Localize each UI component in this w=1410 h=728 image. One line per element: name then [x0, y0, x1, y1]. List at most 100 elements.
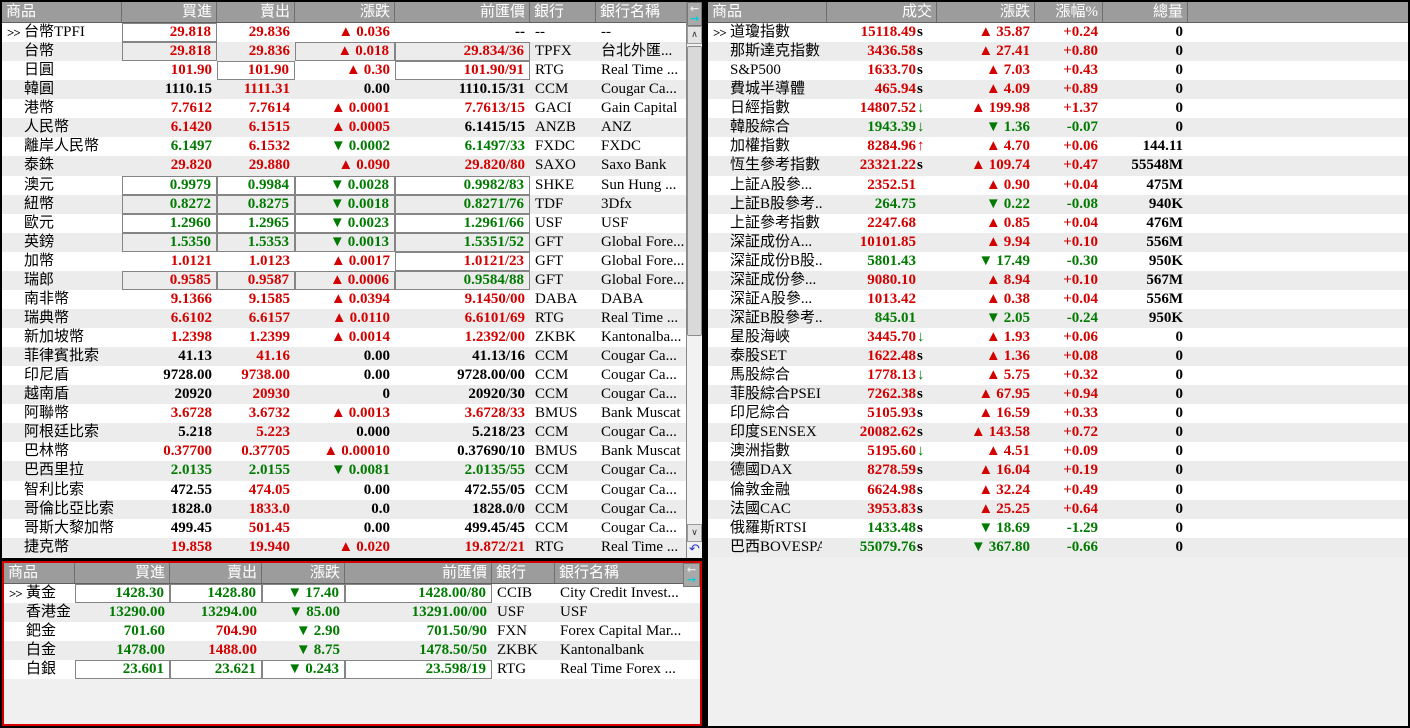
fx-bank-code-cell: CCM: [535, 481, 569, 498]
index-row[interactable]: 深証A股參... 1013.42 ▲ 0.38 +0.04 556M: [708, 289, 1408, 309]
index-row[interactable]: 澳洲指數 5195.60 ↓ ▲ 4.51 +0.09 0: [708, 442, 1408, 462]
fx-col-bank-name[interactable]: 銀行名稱: [600, 4, 661, 20]
metals-row[interactable]: 香港金 13290.00 13294.00 ▼ 85.00 13291.00/00 USF…: [4, 603, 700, 623]
scrollbar-track[interactable]: [687, 44, 702, 524]
fx-col-change[interactable]: 漲跌: [295, 2, 395, 22]
index-col-volume[interactable]: 總量: [1103, 2, 1188, 22]
index-row[interactable]: 那斯達克指數 3436.58 s ▲ 27.41 +0.80 0: [708, 42, 1408, 62]
fx-row[interactable]: 哥倫比亞比索 1828.0 1833.0 0.0 1828.0/0 CCM Cougar C…: [2, 499, 686, 519]
index-row[interactable]: 上証B股參考... 264.75 ▼ 0.22 -0.08 940K: [708, 194, 1408, 214]
metals-col-bank[interactable]: 銀行: [492, 563, 555, 583]
index-row[interactable]: 菲股綜合PSEI 7262.38 s ▲ 67.95 +0.94 0: [708, 385, 1408, 405]
fx-col-sell[interactable]: 賣出: [217, 2, 295, 22]
fx-product-cell: 紐幣: [2, 195, 122, 214]
fx-row[interactable]: 巴西里拉 2.0135 2.0155 ▼ 0.0081 2.0135/55 CCM Coug…: [2, 461, 686, 481]
index-row[interactable]: 深証成份B股... 5801.43 ▼ 17.49 -0.30 950K: [708, 251, 1408, 271]
fx-row[interactable]: 韓圓 1110.15 1111.31 0.00 1110.15/31 CCM Cougar …: [2, 80, 686, 100]
selected-row-marker: [7, 328, 24, 347]
fx-row[interactable]: 印尼盾 9728.00 9738.00 0.00 9728.00/00 CCM Cougar…: [2, 366, 686, 386]
fx-col-buy[interactable]: 買進: [122, 2, 217, 22]
fx-row[interactable]: 泰銖 29.820 29.880 ▲ 0.090 29.820/80 SAXO Saxo B…: [2, 156, 686, 176]
scrollbar-thumb[interactable]: [687, 46, 702, 336]
undo-arrow-icon[interactable]: ↶: [687, 542, 702, 558]
fx-row[interactable]: 菲律賓批索 41.13 41.16 0.00 41.13/16 CCM Cougar Ca.…: [2, 347, 686, 367]
index-col-product[interactable]: 商品: [708, 2, 827, 22]
fx-row[interactable]: 瑞典幣 6.6102 6.6157 ▲ 0.0110 6.6101/69 RTG Real …: [2, 308, 686, 328]
fx-row[interactable]: 人民幣 6.1420 6.1515 ▲ 0.0005 6.1415/15 ANZB ANZ: [2, 118, 686, 138]
index-row[interactable]: 泰股SET 1622.48 s ▲ 1.36 +0.08 0: [708, 347, 1408, 367]
settled-suffix: s: [917, 405, 923, 422]
index-row[interactable]: S&P500 1633.70 s ▲ 7.03 +0.43 0: [708, 61, 1408, 81]
index-row[interactable]: 上証A股參... 2352.51 ▲ 0.90 +0.04 475M: [708, 175, 1408, 195]
metals-col-buy[interactable]: 買進: [75, 563, 170, 583]
metals-row[interactable]: 白金 1478.00 1488.00 ▼ 8.75 1478.50/50 ZKBK Kant…: [4, 641, 700, 661]
metals-buy-cell: 23.601: [75, 660, 170, 680]
index-row[interactable]: 加權指數 8284.96 ↑ ▲ 4.70 +0.06 144.11: [708, 137, 1408, 157]
index-row[interactable]: 恆生參考指數 23321.22 s ▲ 109.74 +0.47 55548M: [708, 156, 1408, 176]
metals-col-product[interactable]: 商品: [4, 563, 75, 583]
fx-bank-name-cell: Cougar Ca...: [601, 500, 677, 517]
settled-suffix: s: [917, 462, 923, 479]
fx-row[interactable]: 港幣 7.7612 7.7614 ▲ 0.0001 7.7613/15 GACI Gain …: [2, 99, 686, 119]
metals-row[interactable]: 鈀金 701.60 704.90 ▼ 2.90 701.50/90 FXN Forex Ca…: [4, 622, 700, 642]
fx-row[interactable]: 英鎊 1.5350 1.5353 ▼ 0.0013 1.5351/52 GFT Global…: [2, 232, 686, 252]
index-row[interactable]: 倫敦金融 6624.98 s ▲ 32.24 +0.49 0: [708, 480, 1408, 500]
index-row[interactable]: 德國DAX 8278.59 s ▲ 16.04 +0.19 0: [708, 461, 1408, 481]
fx-row[interactable]: 新加坡幣 1.2398 1.2399 ▲ 0.0014 1.2392/00 ZKBK Kan…: [2, 328, 686, 348]
index-col-pct[interactable]: 漲幅%: [1035, 2, 1103, 22]
metals-row[interactable]: >> 黃金 1428.30 1428.80 ▼ 17.40 1428.00/80 CCIB C…: [4, 584, 700, 604]
scroll-up-button[interactable]: ∧: [687, 26, 702, 44]
fx-row[interactable]: 南非幣 9.1366 9.1585 ▲ 0.0394 9.1450/00 DABA DABA: [2, 289, 686, 309]
fx-panel-nav-button[interactable]: ← →: [687, 2, 702, 26]
fx-col-product[interactable]: 商品: [2, 2, 122, 22]
index-product-cell: 法國CAC: [708, 500, 827, 519]
index-row[interactable]: 韓股綜合 1943.39 ↓ ▼ 1.36 -0.07 0: [708, 118, 1408, 138]
index-row[interactable]: 上証參考指數 2247.68 ▲ 0.85 +0.04 476M: [708, 213, 1408, 233]
index-row[interactable]: 深証成份A... 10101.85 ▲ 9.94 +0.10 556M: [708, 232, 1408, 252]
index-row[interactable]: 巴西BOVESPA 55079.76 s ▼ 367.80 -0.66 0: [708, 537, 1408, 557]
index-change-cell: ▲ 1.36: [985, 348, 1030, 365]
index-row[interactable]: 深証成份參... 9080.10 ▲ 8.94 +0.10 567M: [708, 270, 1408, 290]
fx-row[interactable]: 越南盾 20920 20930 0 20920/30 CCM Cougar Ca...: [2, 385, 686, 405]
metals-row[interactable]: 白銀 23.601 23.621 ▼ 0.243 23.598/19 RTG Real Ti…: [4, 660, 700, 680]
fx-row[interactable]: 澳元 0.9979 0.9984 ▼ 0.0028 0.9982/83 SHKE Sun H…: [2, 175, 686, 195]
metals-col-prev[interactable]: 前匯價: [345, 563, 492, 583]
index-row[interactable]: 深証B股參考... 845.01 ▼ 2.05 -0.24 950K: [708, 308, 1408, 328]
index-col-change[interactable]: 漲跌: [937, 2, 1035, 22]
fx-row[interactable]: 阿聯幣 3.6728 3.6732 ▲ 0.0013 3.6728/33 BMUS Bank…: [2, 404, 686, 424]
index-row[interactable]: 印尼綜合 5105.93 s ▲ 16.59 +0.33 0: [708, 404, 1408, 424]
fx-row[interactable]: 加幣 1.0121 1.0123 ▲ 0.0017 1.0121/23 GFT Global…: [2, 251, 686, 271]
index-row[interactable]: 法國CAC 3953.83 s ▲ 25.25 +0.64 0: [708, 499, 1408, 519]
fx-row[interactable]: 哥斯大黎加幣 499.45 501.45 0.00 499.45/45 CCM Cougar…: [2, 518, 686, 538]
fx-row[interactable]: 日圓 101.90 101.90 ▲ 0.30 101.90/91 RTG Real Tim…: [2, 61, 686, 81]
fx-row[interactable]: 台幣 29.818 29.836 ▲ 0.018 29.834/36 TPFX 台北外匯..…: [2, 42, 686, 62]
fx-row[interactable]: 智利比索 472.55 474.05 0.00 472.55/05 CCM Cougar C…: [2, 480, 686, 500]
fx-row[interactable]: 歐元 1.2960 1.2965 ▼ 0.0023 1.2961/66 USF USF: [2, 213, 686, 233]
fx-col-bank[interactable]: 銀行: [530, 2, 596, 22]
fx-row[interactable]: 離岸人民幣 6.1497 6.1532 ▼ 0.0002 6.1497/33 FXDC FX…: [2, 137, 686, 157]
fx-row[interactable]: 瑞郎 0.9585 0.9587 ▲ 0.0006 0.9584/88 GFT Global…: [2, 270, 686, 290]
metals-col-sell[interactable]: 賣出: [170, 563, 262, 583]
scroll-down-button[interactable]: ∨: [687, 524, 702, 542]
fx-row[interactable]: 捷克幣 19.858 19.940 ▲ 0.020 19.872/21 RTG Real T…: [2, 537, 686, 557]
fx-col-prev[interactable]: 前匯價: [395, 2, 530, 22]
index-row[interactable]: 印度SENSEX 20082.62 s ▲ 143.58 +0.72 0: [708, 423, 1408, 443]
fx-bank-name-cell: Cougar Ca...: [601, 81, 677, 98]
metals-buy-cell: 1428.30: [75, 584, 170, 604]
fx-row[interactable]: 阿根廷比索 5.218 5.223 0.000 5.218/23 CCM Cougar Ca…: [2, 423, 686, 443]
index-row[interactable]: >> 道瓊指數 15118.49 s ▲ 35.87 +0.24 0: [708, 23, 1408, 43]
selected-row-marker: [7, 461, 24, 480]
metals-col-change[interactable]: 漲跌: [262, 563, 345, 583]
index-row[interactable]: 馬股綜合 1778.13 ↓ ▲ 5.75 +0.32 0: [708, 366, 1408, 386]
fx-product-cell: 英鎊: [2, 233, 122, 252]
fx-row[interactable]: 巴林幣 0.37700 0.37705 ▲ 0.00010 0.37690/10 BMUS…: [2, 442, 686, 462]
metals-col-bank-name[interactable]: 銀行名稱: [559, 565, 620, 581]
index-row[interactable]: 星股海峽 3445.70 ↓ ▲ 1.93 +0.06 0: [708, 328, 1408, 348]
fx-row[interactable]: 紐幣 0.8272 0.8275 ▼ 0.0018 0.8271/76 TDF 3Dfx: [2, 194, 686, 214]
index-row[interactable]: 日經指數 14807.52 ↓ ▲ 199.98 +1.37 0: [708, 99, 1408, 119]
metals-panel-nav-button[interactable]: ← →: [683, 563, 700, 587]
index-row[interactable]: 俄羅斯RTSI 1433.48 s ▼ 18.69 -1.29 0: [708, 518, 1408, 538]
fx-row[interactable]: >> 台幣TPFI 29.818 29.836 ▲ 0.036 -- -- --: [2, 23, 686, 43]
index-col-last[interactable]: 成交: [827, 2, 937, 22]
index-row[interactable]: 費城半導體 465.94 s ▲ 4.09 +0.89 0: [708, 80, 1408, 100]
